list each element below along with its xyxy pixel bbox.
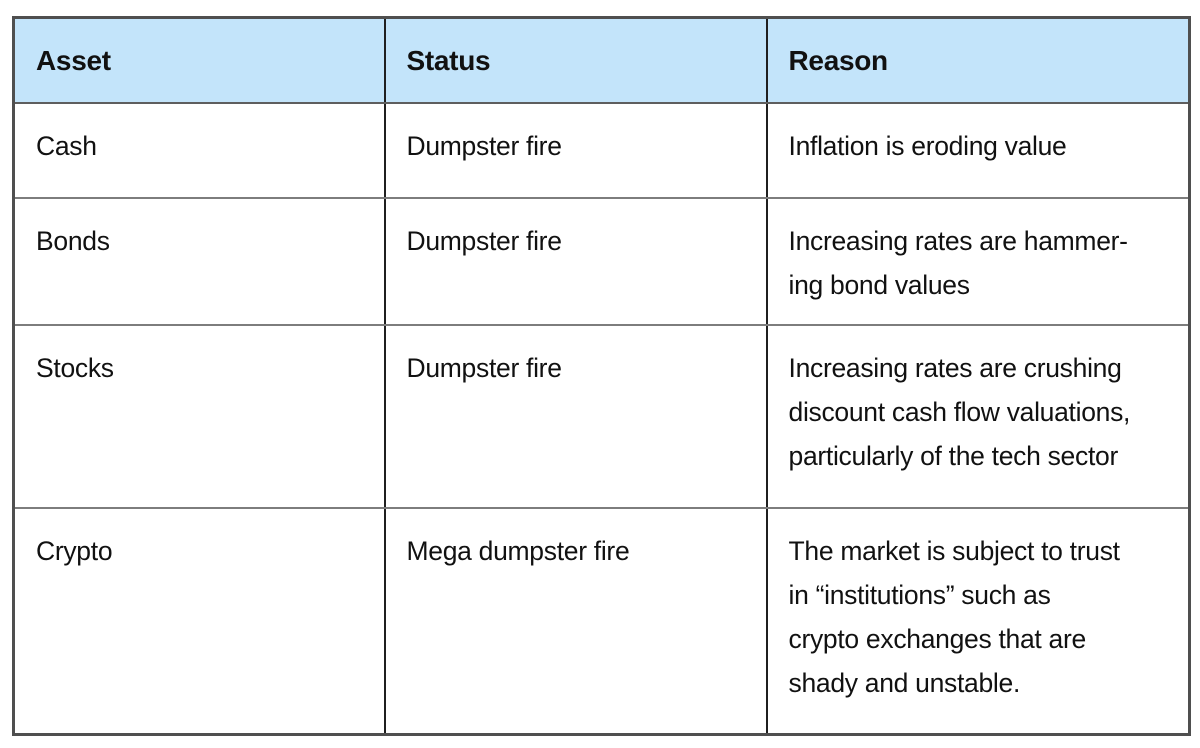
cell-asset: Cash — [12, 102, 386, 199]
cell-status: Mega dumpster fire — [383, 507, 768, 735]
column-header-status: Status — [383, 17, 768, 104]
table-body: Cash Dumpster fire Inflation is eroding … — [12, 102, 1191, 735]
column-header-asset: Asset — [12, 17, 386, 104]
cell-asset: Crypto — [12, 507, 386, 735]
table-row-crypto: Crypto Mega dumpster fire The market is … — [12, 507, 1191, 735]
cell-reason: Increasing rates are crushing discount c… — [765, 324, 1191, 509]
cell-reason: Inflation is eroding value — [765, 102, 1191, 199]
table-row-bonds: Bonds Dumpster fire Increasing rates are… — [12, 197, 1191, 326]
cell-status: Dumpster fire — [383, 102, 768, 199]
cell-asset: Stocks — [12, 324, 386, 509]
table-row-stocks: Stocks Dumpster fire Increasing rates ar… — [12, 324, 1191, 509]
table-header: Asset Status Reason — [12, 17, 1191, 104]
asset-status-table: Asset Status Reason Cash Dumpster fire I… — [12, 16, 1191, 736]
cell-reason: The market is subject to trust in “insti… — [765, 507, 1191, 735]
cell-asset: Bonds — [12, 197, 386, 326]
header-row: Asset Status Reason — [12, 17, 1191, 104]
column-header-reason: Reason — [765, 17, 1191, 104]
table-row-cash: Cash Dumpster fire Inflation is eroding … — [12, 102, 1191, 199]
cell-status: Dumpster fire — [383, 197, 768, 326]
cell-status: Dumpster fire — [383, 324, 768, 509]
cell-reason: Increasing rates are hammer- ing bond va… — [765, 197, 1191, 326]
